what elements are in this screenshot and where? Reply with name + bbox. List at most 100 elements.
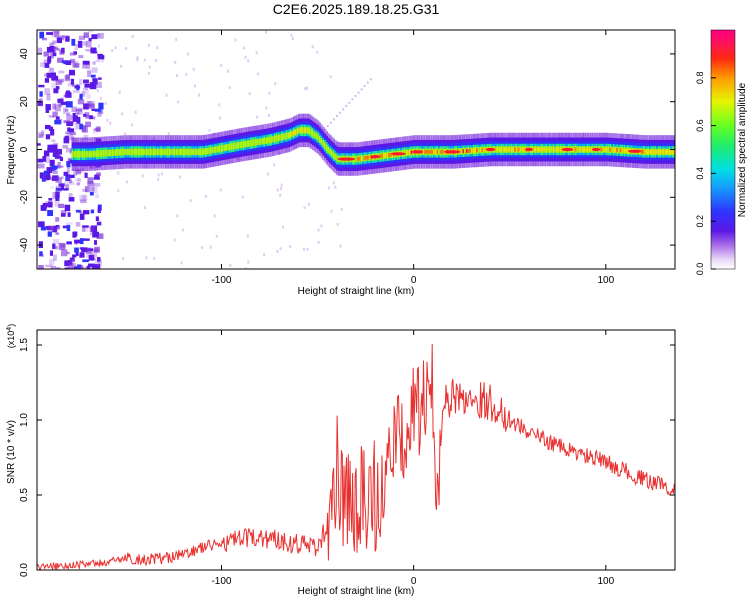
heatmap-noise-cell <box>86 265 91 269</box>
heatmap-noise-cell <box>52 243 56 249</box>
heatmap-ridge-core <box>552 147 555 152</box>
heatmap-speck <box>143 206 146 210</box>
heatmap-x-axis-label: Height of straight line (km) <box>298 286 415 297</box>
heatmap-noise-cell <box>91 67 98 73</box>
heatmap-speck <box>176 214 179 218</box>
heatmap-ridge-core <box>170 149 173 154</box>
heatmap-noise-cell <box>52 52 57 57</box>
heatmap-ridge-core <box>360 156 363 161</box>
heatmap-ridge-core <box>249 141 252 146</box>
heatmap-noise-cell <box>45 124 51 130</box>
heatmap-speck <box>125 180 128 184</box>
heatmap-ridge-core <box>503 147 507 152</box>
heatmap-ridge-core <box>545 147 548 152</box>
heatmap-noise-cell <box>53 239 60 245</box>
heatmap-noise-cell <box>96 33 101 38</box>
heatmap-speck <box>243 46 246 50</box>
heatmap-ridge-core <box>190 149 194 154</box>
heatmap-ridge-core <box>542 147 545 152</box>
heatmap-noise-cell <box>87 30 94 33</box>
heatmap-ridge-core <box>303 128 306 133</box>
heatmap-ridge-core <box>502 147 505 152</box>
heatmap-ridge-core <box>147 149 150 154</box>
heatmap-noise-cell <box>38 133 43 139</box>
heatmap-speck <box>197 93 200 97</box>
heatmap-noise-cell <box>55 48 60 51</box>
heatmap-noise-cell <box>42 174 48 182</box>
heatmap-ridge-core <box>107 151 111 155</box>
heatmap-speck <box>219 116 222 120</box>
heatmap-noise-cell <box>48 198 53 201</box>
heatmap-ridge-core <box>424 149 427 154</box>
heatmap-noise-cell <box>87 181 94 187</box>
heatmap-noise-cell <box>52 103 57 110</box>
heatmap-noise-cell <box>77 107 83 115</box>
heatmap-speck <box>193 84 196 88</box>
heatmap-noise-cell <box>82 125 88 133</box>
heatmap-noise-cell <box>75 178 82 182</box>
heatmap-ridge-core <box>578 147 581 152</box>
heatmap-streak-cell <box>366 81 369 84</box>
heatmap-ridge-core <box>126 149 130 154</box>
snr-x-tick-label: 0 <box>411 576 417 587</box>
heatmap-ridge-core <box>192 149 195 154</box>
heatmap-ridge-core <box>95 151 99 156</box>
heatmap-noise-cell <box>68 69 75 76</box>
heatmap-ridge-core <box>71 152 74 157</box>
heatmap-noise-cell <box>38 131 44 138</box>
heatmap-speck <box>330 209 333 213</box>
heatmap-noise-cell <box>83 134 89 140</box>
heatmap-speck <box>267 113 270 117</box>
heatmap-peak-spot <box>561 147 574 152</box>
heatmap-ridge-core <box>476 148 479 153</box>
heatmap-ridge-core <box>583 147 586 152</box>
heatmap-noise-cell <box>60 244 66 248</box>
heatmap-speck <box>165 93 168 97</box>
heatmap-ridge-core <box>609 147 612 152</box>
heatmap-ridge-core <box>580 147 583 152</box>
heatmap-noise-cell <box>79 252 85 258</box>
heatmap-noise-cell <box>48 115 55 118</box>
heatmap-ticks: -100 0 100 -40 -20 0 20 40 <box>19 30 675 286</box>
heatmap-ridge-core <box>433 149 436 154</box>
heatmap-noise-cell <box>98 77 102 80</box>
heatmap-ridge-core <box>301 128 304 133</box>
heatmap-ridge-core <box>123 150 126 154</box>
heatmap-noise-cell <box>70 58 76 64</box>
heatmap-noise-cell <box>74 85 81 89</box>
heatmap-ridge-core <box>483 148 486 152</box>
heatmap-speck <box>180 261 183 265</box>
heatmap-ridge-core <box>182 149 185 154</box>
heatmap-speck <box>290 33 293 37</box>
heatmap-noise-cell <box>72 63 80 68</box>
heatmap-ridge-core <box>100 151 104 156</box>
heatmap-speck <box>320 224 323 228</box>
heatmap-ridge-core <box>408 150 412 155</box>
heatmap-ridge-core <box>218 146 221 151</box>
heatmap-ridge-core <box>125 149 128 154</box>
heatmap-noise-cell <box>92 78 98 85</box>
heatmap-noise-cell <box>81 247 88 253</box>
heatmap-noise-cell <box>54 245 58 250</box>
heatmap-ridge-core <box>291 132 294 136</box>
heatmap-speck <box>97 44 100 48</box>
heatmap-speck <box>117 189 120 193</box>
heatmap-ridge-core <box>548 147 552 152</box>
heatmap-noise-cell <box>90 251 98 258</box>
heatmap-ridge-core <box>547 147 550 152</box>
heatmap-streak-cell <box>329 121 332 124</box>
heatmap-ridge-core <box>239 143 242 147</box>
heatmap-noise-cell <box>60 183 64 191</box>
heatmap-ridge-core <box>318 137 322 142</box>
heatmap-noise-cell <box>91 225 98 233</box>
heatmap-noise-cell <box>59 97 64 103</box>
heatmap-ridge-core <box>121 150 124 155</box>
heatmap-ridge-core <box>97 151 100 156</box>
heatmap-noise-cell <box>60 249 68 257</box>
heatmap-ridge-core <box>389 152 393 157</box>
heatmap-speck <box>154 58 157 62</box>
heatmap-noise-cell <box>69 181 75 186</box>
heatmap-noise-cell <box>85 252 92 259</box>
heatmap-ridge-core <box>654 149 657 154</box>
heatmap-speck <box>192 67 195 71</box>
